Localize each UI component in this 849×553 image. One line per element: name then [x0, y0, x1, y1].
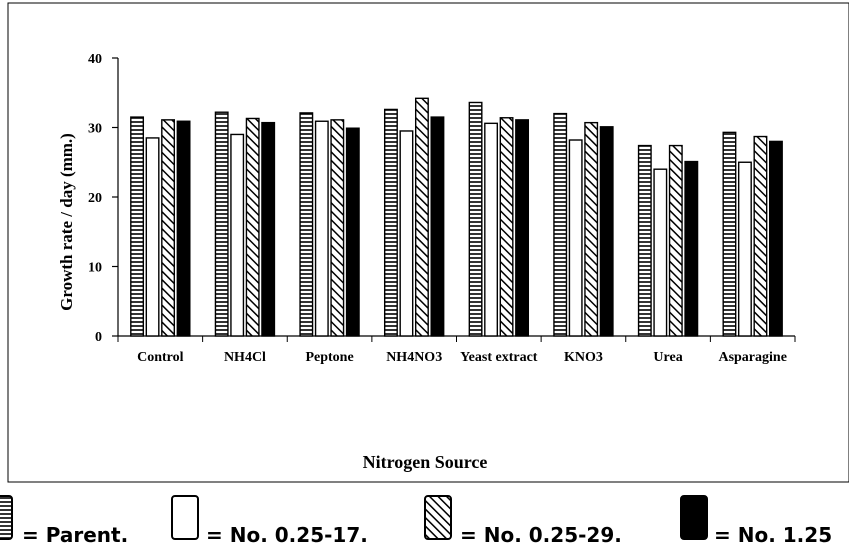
- bar-1-3: [261, 121, 276, 337]
- bar-4-1: [484, 122, 499, 337]
- bar-5-0: [553, 112, 568, 337]
- legend-swatch: [680, 495, 708, 540]
- category-label: NH4NO3: [386, 350, 442, 365]
- bar-6-2: [668, 144, 683, 337]
- category-label: Peptone: [305, 350, 353, 365]
- bar-1-1: [230, 133, 245, 337]
- legend-label: = No. 1.25: [714, 523, 832, 547]
- bar-6-1: [653, 168, 668, 337]
- legend-swatch: [171, 495, 199, 540]
- bar-0-2: [161, 119, 176, 337]
- legend-swatch: [0, 495, 13, 540]
- y-tick-label: 0: [95, 330, 102, 345]
- category-label: Asparagine: [718, 350, 786, 365]
- category-label: Yeast extract: [460, 350, 538, 365]
- bars: [130, 97, 783, 337]
- bar-7-3: [768, 140, 783, 337]
- chart-border: [7, 2, 849, 483]
- category-label: Control: [137, 350, 184, 365]
- bar-2-1: [314, 120, 329, 337]
- category-labels: Control NH4Cl Peptone NH4NO3 Yeast extract KN…: [137, 350, 787, 365]
- x-axis-title: Nitrogen Source: [363, 452, 488, 472]
- bar-4-2: [499, 117, 514, 337]
- bar-5-1: [568, 139, 583, 337]
- bar-3-1: [399, 130, 414, 337]
- bar-3-2: [414, 97, 429, 337]
- category-label: KNO3: [564, 350, 603, 365]
- legend-label: = No. 0.25-17.: [206, 523, 368, 547]
- y-axis-title: Growth rate / day (mm.): [57, 133, 76, 311]
- legend-label: = Parent.: [22, 523, 128, 547]
- bar-7-0: [722, 131, 737, 337]
- x-ticks: [117, 336, 796, 342]
- category-label: NH4Cl: [224, 350, 266, 365]
- bar-6-0: [637, 144, 652, 337]
- bar-3-3: [430, 116, 445, 337]
- bar-6-3: [684, 160, 699, 337]
- bar-1-2: [245, 117, 260, 337]
- bar-4-0: [468, 101, 483, 337]
- bar-2-2: [330, 119, 345, 337]
- bar-0-0: [130, 116, 145, 337]
- y-tick-label: 40: [88, 52, 102, 67]
- legend: = Parent. = No. 0.25-17. = No. 0.25-29. = N…: [0, 495, 832, 547]
- y-tick-label: 10: [88, 261, 102, 276]
- bar-5-2: [584, 121, 599, 337]
- bar-4-3: [515, 119, 530, 337]
- legend-label: = No. 0.25-29.: [460, 523, 622, 547]
- y-tick-label: 30: [88, 122, 102, 137]
- bar-0-3: [176, 120, 191, 337]
- legend-swatch: [424, 495, 452, 540]
- bar-2-0: [299, 112, 314, 337]
- bar-7-1: [737, 161, 752, 337]
- bar-2-3: [345, 127, 360, 337]
- bar-0-1: [145, 137, 160, 337]
- bar-5-3: [599, 126, 614, 337]
- y-ticks: 0 10 20 30 40: [88, 52, 118, 345]
- bar-3-0: [383, 108, 398, 337]
- bar-7-2: [753, 135, 768, 337]
- category-label: Urea: [653, 350, 682, 365]
- bar-1-0: [214, 111, 229, 337]
- y-tick-label: 20: [88, 191, 102, 206]
